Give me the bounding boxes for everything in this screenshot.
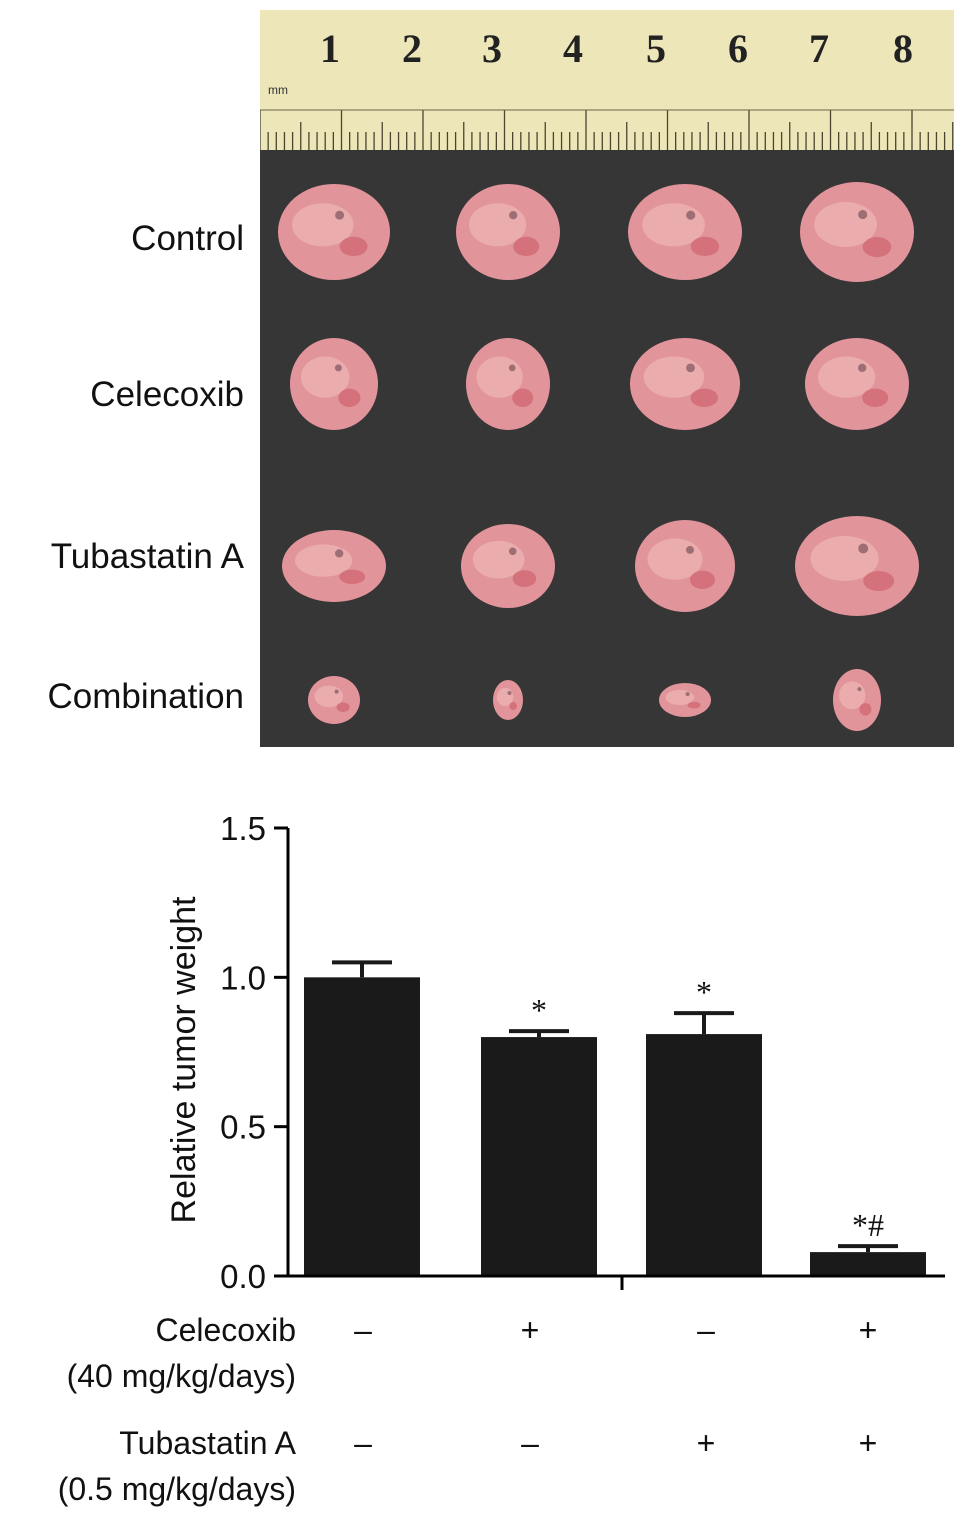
tumor-specimen <box>278 184 390 280</box>
row-label-control: Control <box>131 219 244 258</box>
ruler-number: 6 <box>728 26 748 71</box>
ruler-unit-label: mm <box>268 83 288 97</box>
tumor-specimen <box>659 683 711 717</box>
ruler-ticks <box>260 109 954 150</box>
bar-control <box>304 977 420 1276</box>
row-label-celecoxib: Celecoxib <box>90 375 244 414</box>
tumor-specimen <box>282 530 386 602</box>
tumor-specimen <box>635 520 735 612</box>
tumor-specimen <box>290 338 378 430</box>
bars: * * *# <box>304 960 926 1276</box>
condition-tubastatin-dose: (0.5 mg/kg/days) <box>57 1471 296 1507</box>
sign-celecoxib-combination: + <box>858 1312 878 1348</box>
ruler-numbers: 1 2 3 4 5 6 7 8 <box>320 26 913 71</box>
sign-celecoxib-celecoxib: + <box>520 1312 540 1348</box>
y-tick-label: 1.5 <box>220 810 266 847</box>
y-tick-label: 0.0 <box>220 1258 266 1295</box>
tumor-specimen <box>800 182 914 282</box>
row-label-combination: Combination <box>47 677 245 716</box>
tumor-specimens <box>278 182 919 731</box>
tumor-specimen <box>805 338 909 430</box>
sign-tubastatin-celecoxib: – <box>521 1425 539 1461</box>
bar-combination <box>810 1252 926 1276</box>
significance-marker: * <box>531 992 547 1028</box>
bar-celecoxib <box>481 1037 597 1276</box>
bar-tubastatin-a <box>646 1034 762 1276</box>
sign-tubastatin-combination: + <box>858 1425 878 1461</box>
ruler-number: 3 <box>482 26 502 71</box>
tumor-specimen <box>795 516 919 616</box>
condition-celecoxib-label: Celecoxib <box>155 1312 296 1348</box>
y-tick-label: 0.5 <box>220 1109 266 1146</box>
tumor-specimen <box>833 669 881 731</box>
ruler-number: 8 <box>893 26 913 71</box>
tumor-specimen <box>493 680 523 720</box>
ruler-number: 7 <box>809 26 829 71</box>
significance-marker: * <box>696 974 712 1010</box>
tumor-specimen <box>456 184 560 280</box>
sign-celecoxib-control: – <box>354 1312 372 1348</box>
condition-celecoxib-dose: (40 mg/kg/days) <box>66 1358 296 1394</box>
significance-marker: *# <box>852 1207 884 1243</box>
ruler-number: 1 <box>320 26 340 71</box>
y-axis: 0.0 0.5 1.0 1.5 <box>220 810 290 1295</box>
row-label-tubastatin-a: Tubastatin A <box>50 537 244 576</box>
tumor-specimen <box>630 338 740 430</box>
tumor-specimen <box>308 676 360 724</box>
sign-tubastatin-tubastatin: + <box>696 1425 716 1461</box>
y-axis-label: Relative tumor weight <box>165 896 203 1223</box>
sign-tubastatin-control: – <box>354 1425 372 1461</box>
tumor-specimen <box>466 338 550 430</box>
ruler-number: 5 <box>646 26 666 71</box>
tumor-specimen-photo: 1 2 3 4 5 6 7 8 mm <box>260 10 954 747</box>
tumor-specimen <box>461 524 555 608</box>
ruler-number: 4 <box>563 26 583 71</box>
y-tick-label: 1.0 <box>220 959 266 996</box>
condition-tubastatin-label: Tubastatin A <box>119 1425 296 1461</box>
ruler-number: 2 <box>402 26 422 71</box>
x-axis <box>288 1274 945 1290</box>
tumor-weight-bar-chart: Relative tumor weight 0.0 0.5 1.0 1.5 * * *# <box>165 810 945 1295</box>
ruler <box>260 10 954 150</box>
tumor-specimen <box>628 184 742 280</box>
sign-celecoxib-tubastatin: – <box>697 1312 715 1348</box>
